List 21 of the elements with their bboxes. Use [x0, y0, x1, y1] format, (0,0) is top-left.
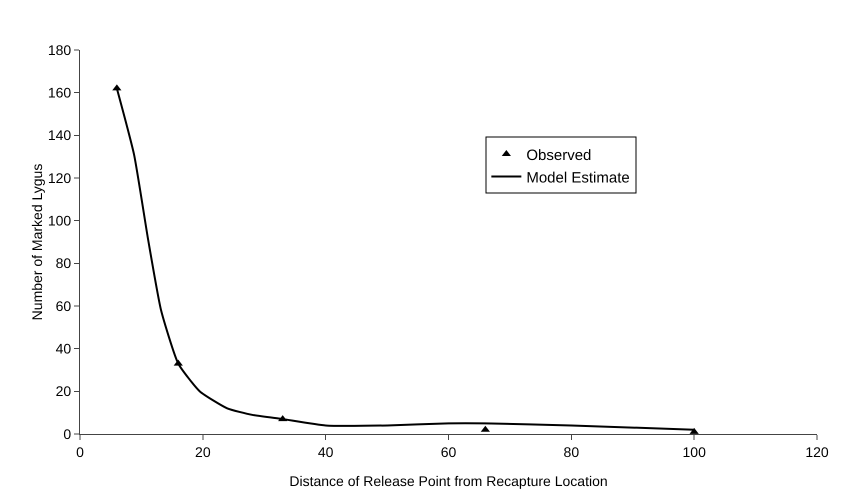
y-tick-label: 100 — [48, 212, 72, 229]
x-tick-label: 0 — [76, 444, 84, 460]
y-tick-label: 20 — [56, 383, 72, 400]
x-tick-label: 80 — [564, 444, 580, 460]
y-tick-label: 0 — [63, 426, 72, 442]
x-tick-label: 60 — [440, 444, 456, 460]
y-tick-label: 60 — [56, 298, 72, 314]
y-tick-label: 160 — [48, 84, 72, 101]
y-tick-label: 80 — [56, 255, 72, 272]
y-tick-label: 40 — [56, 340, 72, 357]
y-tick-label: 140 — [48, 127, 72, 144]
y-tick-label: 180 — [48, 42, 72, 58]
y-axis-title: Number of Marked Lygus — [29, 164, 45, 320]
legend-label: Model Estimate — [526, 169, 630, 186]
x-tick-label: 20 — [195, 444, 211, 460]
x-tick-label: 120 — [805, 444, 829, 460]
x-tick-label: 100 — [682, 444, 706, 460]
x-axis-title: Distance of Release Point from Recapture Location — [289, 473, 608, 489]
x-tick-label: 40 — [318, 444, 334, 460]
legend-label: Observed — [526, 146, 592, 164]
y-tick-label: 120 — [48, 170, 72, 186]
